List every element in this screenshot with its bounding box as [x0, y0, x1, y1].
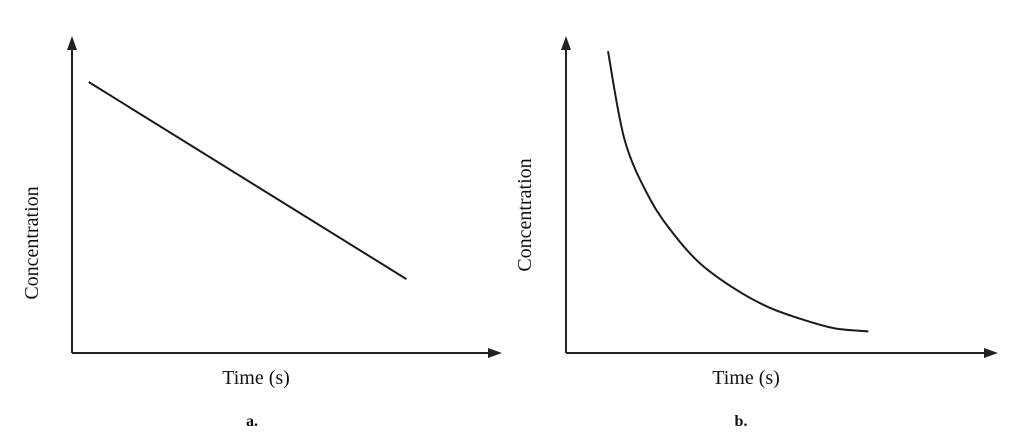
concentration-line [88, 81, 407, 280]
panel-label: b. [735, 413, 748, 430]
x-axis-arrow [488, 348, 502, 358]
y-axis-label: Concentration [514, 158, 536, 271]
y-axis-arrow [67, 36, 77, 50]
x-axis-label: Time (s) [222, 367, 290, 389]
y-axis-label: Concentration [21, 186, 43, 299]
concentration-line [607, 51, 869, 333]
plot-area-b [607, 51, 869, 333]
panel-label: a. [246, 413, 258, 430]
plot-area-a [88, 81, 407, 280]
y-axis-arrow [561, 36, 571, 50]
x-axis-label: Time (s) [712, 367, 780, 389]
chart-panel-b: Time (s) Concentration b. [514, 36, 998, 430]
x-axis-arrow [984, 348, 998, 358]
chart-panel-a: Time (s) Concentration a. [21, 36, 502, 430]
